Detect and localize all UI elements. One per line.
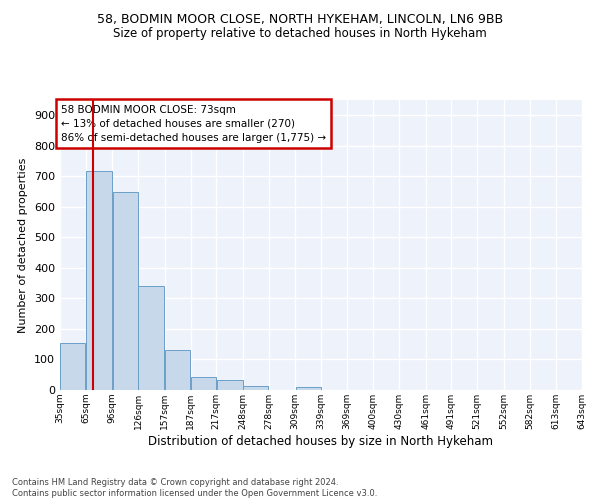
- Bar: [61, 342, 85, 390]
- X-axis label: Distribution of detached houses by size in North Hykeham: Distribution of detached houses by size …: [149, 434, 493, 448]
- Bar: [217, 380, 242, 390]
- Y-axis label: Number of detached properties: Number of detached properties: [19, 158, 28, 332]
- Bar: [296, 388, 320, 390]
- Bar: [113, 192, 138, 390]
- Bar: [243, 386, 268, 390]
- Text: Size of property relative to detached houses in North Hykeham: Size of property relative to detached ho…: [113, 28, 487, 40]
- Bar: [165, 350, 190, 390]
- Text: Contains HM Land Registry data © Crown copyright and database right 2024.
Contai: Contains HM Land Registry data © Crown c…: [12, 478, 377, 498]
- Bar: [139, 286, 164, 390]
- Bar: [86, 171, 112, 390]
- Text: 58 BODMIN MOOR CLOSE: 73sqm
← 13% of detached houses are smaller (270)
86% of se: 58 BODMIN MOOR CLOSE: 73sqm ← 13% of det…: [61, 104, 326, 142]
- Bar: [191, 377, 216, 390]
- Text: 58, BODMIN MOOR CLOSE, NORTH HYKEHAM, LINCOLN, LN6 9BB: 58, BODMIN MOOR CLOSE, NORTH HYKEHAM, LI…: [97, 12, 503, 26]
